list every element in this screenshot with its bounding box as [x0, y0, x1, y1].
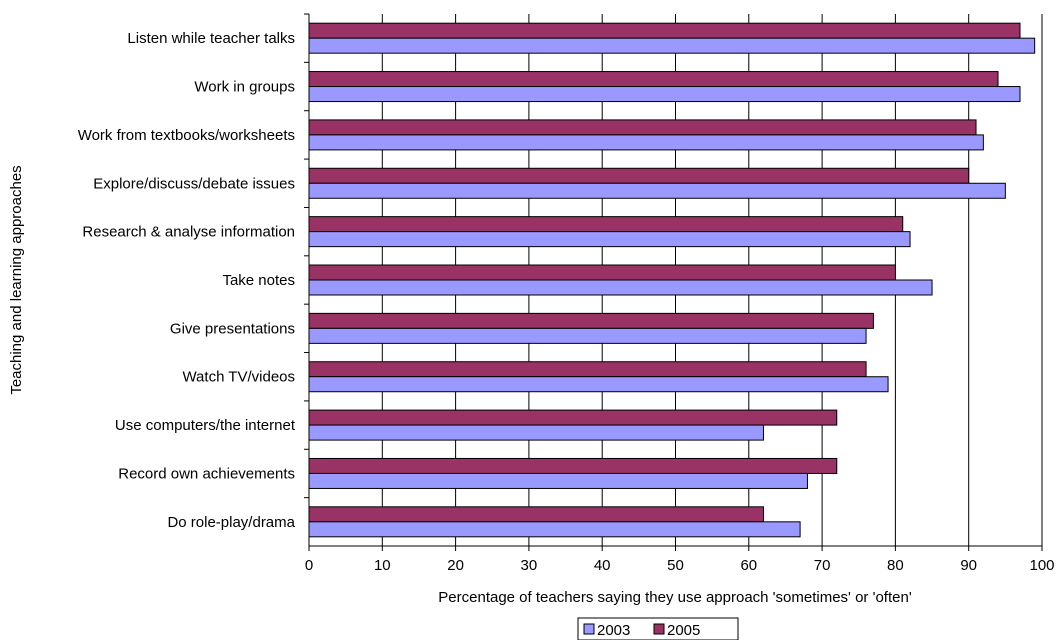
bar-2003 — [308, 424, 764, 441]
x-tick-label: 30 — [521, 557, 538, 574]
bar-2005 — [308, 361, 867, 378]
x-tick-label: 70 — [814, 557, 831, 574]
y-axis-title: Teaching and learning approaches — [8, 165, 25, 394]
legend-swatch-2005 — [653, 623, 665, 635]
bar-2003 — [308, 37, 1036, 54]
x-axis-title: Percentage of teachers saying they use a… — [438, 589, 912, 606]
category-label: Research & analyse information — [82, 224, 295, 241]
category-label: Work from textbooks/worksheets — [78, 127, 295, 144]
x-tick-label: 0 — [305, 557, 313, 574]
bar-2003 — [308, 231, 911, 248]
bar-2003 — [308, 182, 1006, 199]
legend: 2003 2005 — [577, 617, 739, 640]
bar-2003 — [308, 86, 1021, 103]
category-label: Work in groups — [194, 79, 295, 96]
bar-2003 — [308, 472, 808, 489]
bar-2005 — [308, 312, 874, 329]
bar-2005 — [308, 22, 1021, 39]
bar-2005 — [308, 71, 999, 88]
bar-2003 — [308, 521, 801, 538]
category-label: Use computers/the internet — [115, 417, 296, 434]
bar-2005 — [308, 409, 838, 426]
category-labels: Listen while teacher talks Work in groups… — [78, 13, 309, 531]
category-label: Do role-play/drama — [167, 514, 295, 531]
x-tick-label: 60 — [740, 557, 757, 574]
legend-label-2005: 2005 — [667, 622, 700, 639]
bar-2005 — [308, 506, 764, 523]
x-tick-label: 90 — [960, 557, 977, 574]
x-tick-label: 10 — [374, 557, 391, 574]
x-tick-label: 20 — [447, 557, 464, 574]
bar-2005 — [308, 264, 896, 281]
category-label: Listen while teacher talks — [127, 30, 295, 47]
bar-2003 — [308, 134, 984, 151]
category-label: Explore/discuss/debate issues — [93, 175, 295, 192]
category-label: Give presentations — [170, 320, 295, 337]
legend-swatch-2003 — [583, 623, 595, 635]
bar-2005 — [308, 457, 838, 474]
bar-2005 — [308, 216, 904, 233]
x-tick-label: 40 — [594, 557, 611, 574]
bar-2005 — [308, 119, 977, 136]
category-label: Take notes — [222, 272, 295, 289]
bar-2003 — [308, 327, 867, 344]
x-tick-label: 80 — [887, 557, 904, 574]
bar-2003 — [308, 279, 933, 296]
x-tick-label: 50 — [667, 557, 684, 574]
category-label: Record own achievements — [118, 465, 295, 482]
x-ticks: 0 10 20 30 40 50 60 70 80 90 100 — [305, 546, 1055, 574]
bar-2005 — [308, 167, 970, 184]
x-tick-label: 100 — [1029, 557, 1054, 574]
bars — [308, 22, 1036, 538]
bar-2003 — [308, 376, 889, 393]
legend-label-2003: 2003 — [597, 622, 630, 639]
category-label: Watch TV/videos — [182, 369, 295, 386]
